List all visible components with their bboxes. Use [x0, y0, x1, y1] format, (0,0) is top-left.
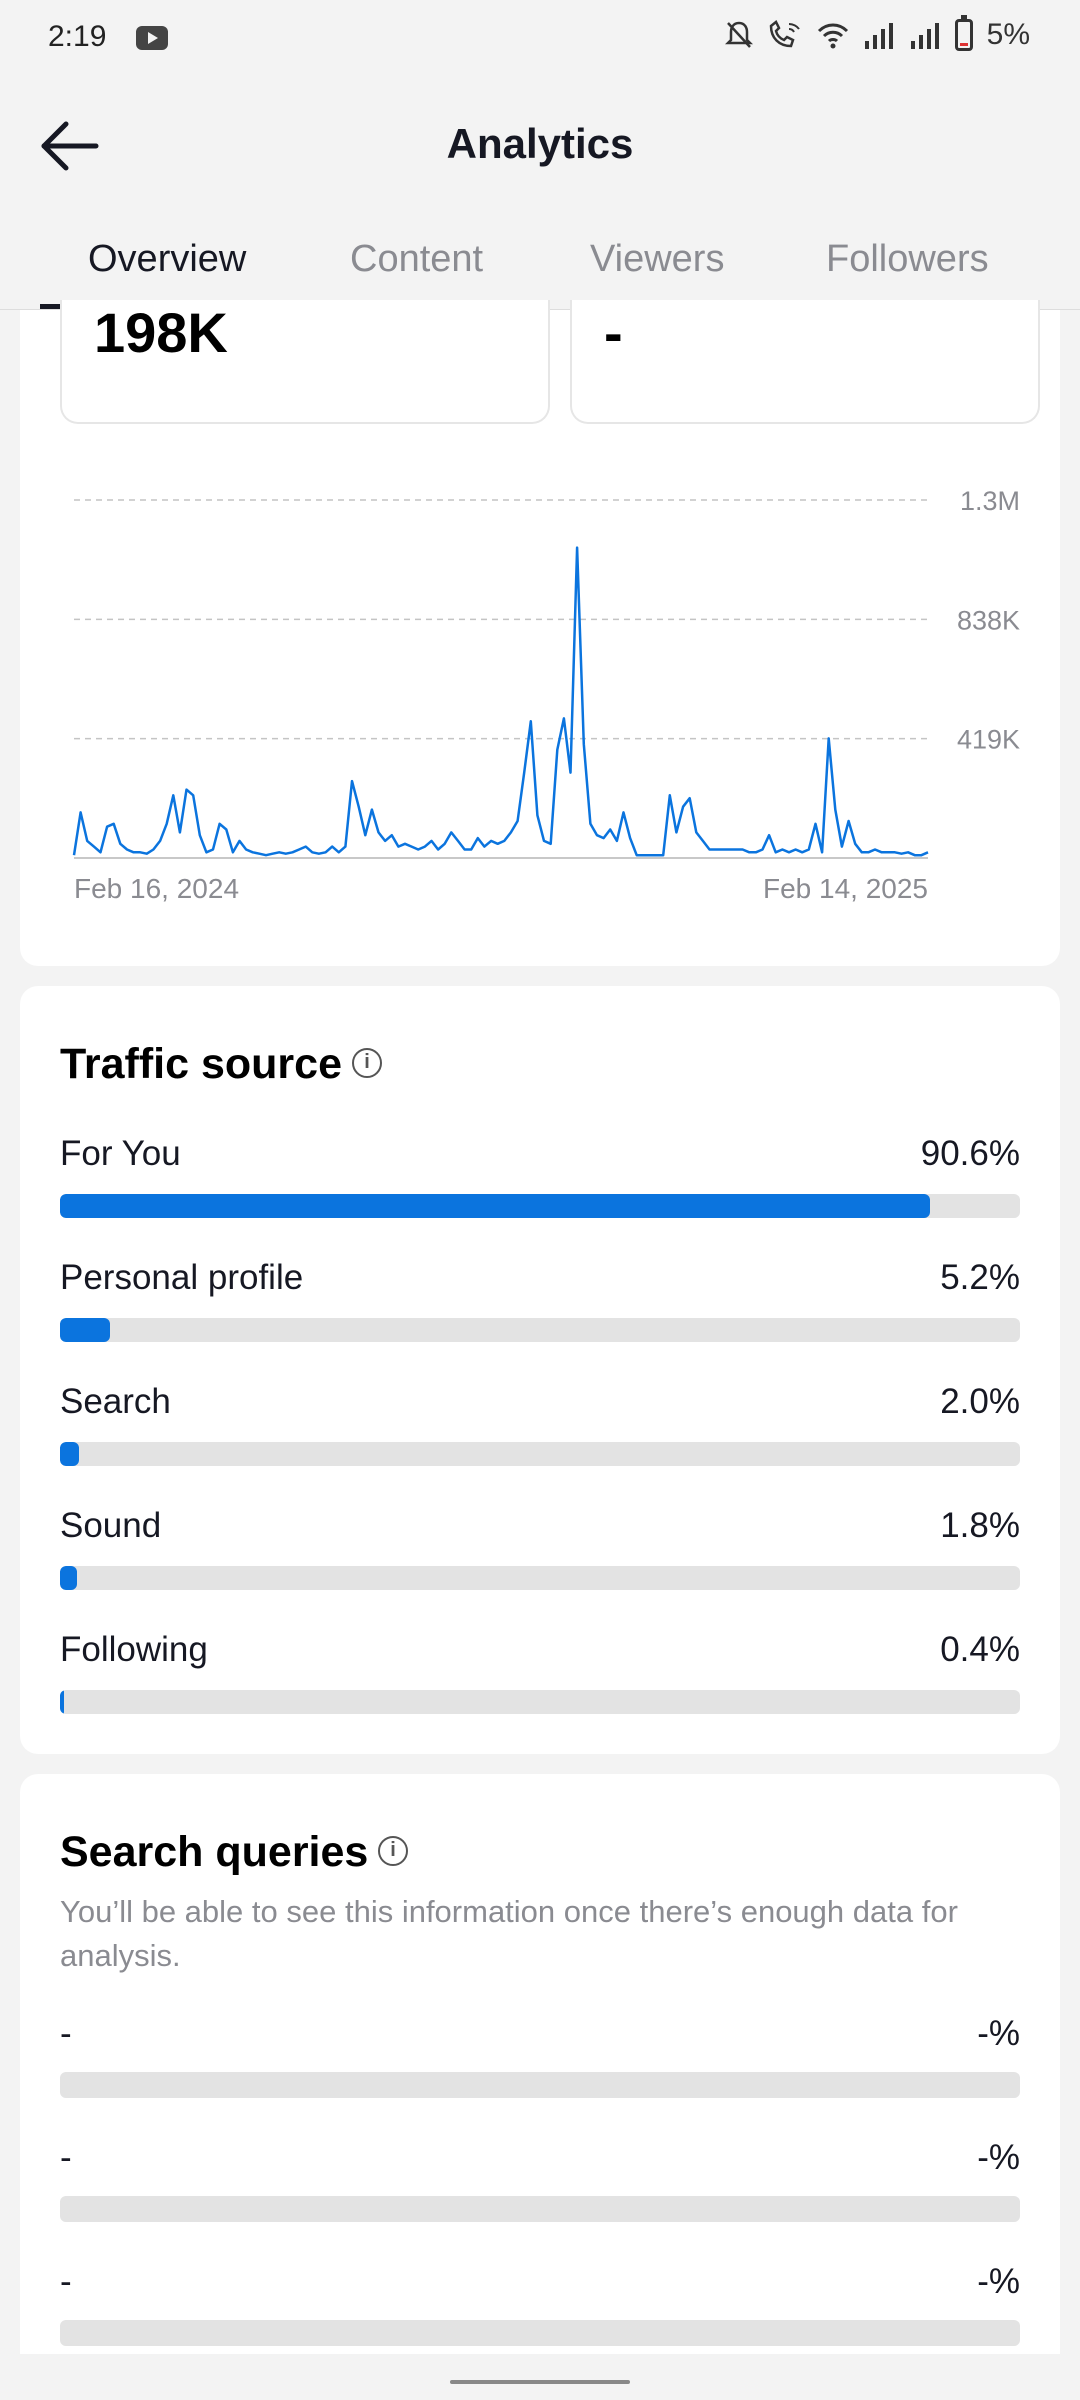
status-time: 2:19: [48, 20, 107, 53]
traffic-percent: 90.6%: [920, 1134, 1020, 1173]
bell-off-icon: [724, 21, 753, 48]
info-icon[interactable]: i: [378, 1836, 408, 1866]
wifi-call-icon: [769, 20, 800, 48]
x-axis-start-label: Feb 16, 2024: [74, 873, 239, 904]
metric-value: -: [604, 301, 623, 364]
youtube-icon: [136, 26, 168, 50]
traffic-bar-fill: [60, 1194, 930, 1218]
query-row: - -%: [60, 2138, 1020, 2238]
battery-icon: [954, 15, 973, 51]
traffic-label: Sound: [60, 1506, 162, 1545]
tab-bar: Overview Content Viewers Followers: [0, 220, 1080, 310]
traffic-bar-track: [60, 1690, 1020, 1714]
traffic-label: Search: [60, 1382, 171, 1421]
traffic-row-sound: Sound 1.8%: [60, 1506, 1020, 1606]
views-line-chart[interactable]: 419K 838K 1.3M Feb 16, 2024 Feb 14, 2025: [20, 440, 1060, 920]
search-queries-card: Search queries i You’ll be able to see t…: [20, 1774, 1060, 2354]
traffic-label: Personal profile: [60, 1258, 304, 1297]
query-percent: -%: [977, 2262, 1020, 2301]
traffic-bar-track: [60, 1566, 1020, 1590]
app-header: Analytics: [0, 80, 1080, 210]
traffic-row-search: Search 2.0%: [60, 1382, 1020, 1482]
search-queries-description: You’ll be able to see this information o…: [60, 1894, 958, 1973]
traffic-percent: 0.4%: [940, 1630, 1020, 1669]
query-row: - -%: [60, 2262, 1020, 2362]
metric-card-secondary[interactable]: -: [570, 300, 1040, 424]
metric-value: 198K: [94, 301, 228, 364]
status-bar: 2:19 5%: [0, 0, 1080, 80]
y-axis-tick-label: 838K: [957, 605, 1020, 635]
page-title: Analytics: [446, 120, 634, 167]
query-bar-track: [60, 2072, 1020, 2098]
metric-card-views[interactable]: 198K: [60, 300, 550, 424]
chart-series-line: [72, 546, 929, 857]
traffic-row-following: Following 0.4%: [60, 1630, 1020, 1730]
y-axis-tick-label: 419K: [957, 725, 1020, 755]
query-percent: -%: [977, 2138, 1020, 2177]
tab-overview[interactable]: Overview: [88, 238, 247, 280]
tab-content[interactable]: Content: [350, 238, 484, 280]
x-axis-end-label: Feb 14, 2025: [763, 873, 928, 904]
traffic-bar-track: [60, 1194, 1020, 1218]
traffic-label: Following: [60, 1630, 208, 1669]
signal-icon: [910, 23, 939, 49]
traffic-bar-fill: [60, 1442, 80, 1466]
traffic-bar-fill: [60, 1318, 110, 1342]
traffic-percent: 5.2%: [940, 1258, 1020, 1297]
query-percent: -%: [977, 2014, 1020, 2053]
home-gesture-handle[interactable]: [450, 2380, 630, 2384]
query-label: -: [60, 2014, 72, 2053]
overview-card: 198K - 419K 838K 1.3M Feb 16, 2024 Feb 14,…: [20, 300, 1060, 966]
traffic-source-title: Traffic source: [60, 1040, 342, 1088]
query-label: -: [60, 2262, 72, 2301]
status-icons: 5%: [724, 15, 1030, 52]
y-axis-tick-label: 1.3M: [960, 486, 1020, 516]
query-bar-track: [60, 2320, 1020, 2346]
traffic-bar-track: [60, 1318, 1020, 1342]
signal-icon: [864, 23, 893, 49]
traffic-percent: 1.8%: [940, 1506, 1020, 1545]
traffic-label: For You: [60, 1134, 181, 1173]
tab-viewers[interactable]: Viewers: [590, 238, 725, 280]
traffic-row-for-you: For You 90.6%: [60, 1134, 1020, 1234]
traffic-bar-fill: [60, 1690, 64, 1714]
tab-followers[interactable]: Followers: [826, 238, 989, 280]
traffic-bar-fill: [60, 1566, 78, 1590]
traffic-percent: 2.0%: [940, 1382, 1020, 1421]
battery-level: 5%: [986, 18, 1030, 51]
back-arrow-icon[interactable]: [36, 116, 106, 176]
query-row: - -%: [60, 2014, 1020, 2114]
query-label: -: [60, 2138, 72, 2177]
search-queries-title: Search queries: [60, 1828, 369, 1876]
traffic-source-card: Traffic source i For You 90.6% Personal …: [20, 986, 1060, 1754]
query-bar-track: [60, 2196, 1020, 2222]
info-icon[interactable]: i: [352, 1048, 382, 1078]
system-nav-bar: [0, 2354, 1080, 2400]
traffic-row-personal-profile: Personal profile 5.2%: [60, 1258, 1020, 1358]
wifi-icon: [817, 23, 848, 49]
traffic-bar-track: [60, 1442, 1020, 1466]
